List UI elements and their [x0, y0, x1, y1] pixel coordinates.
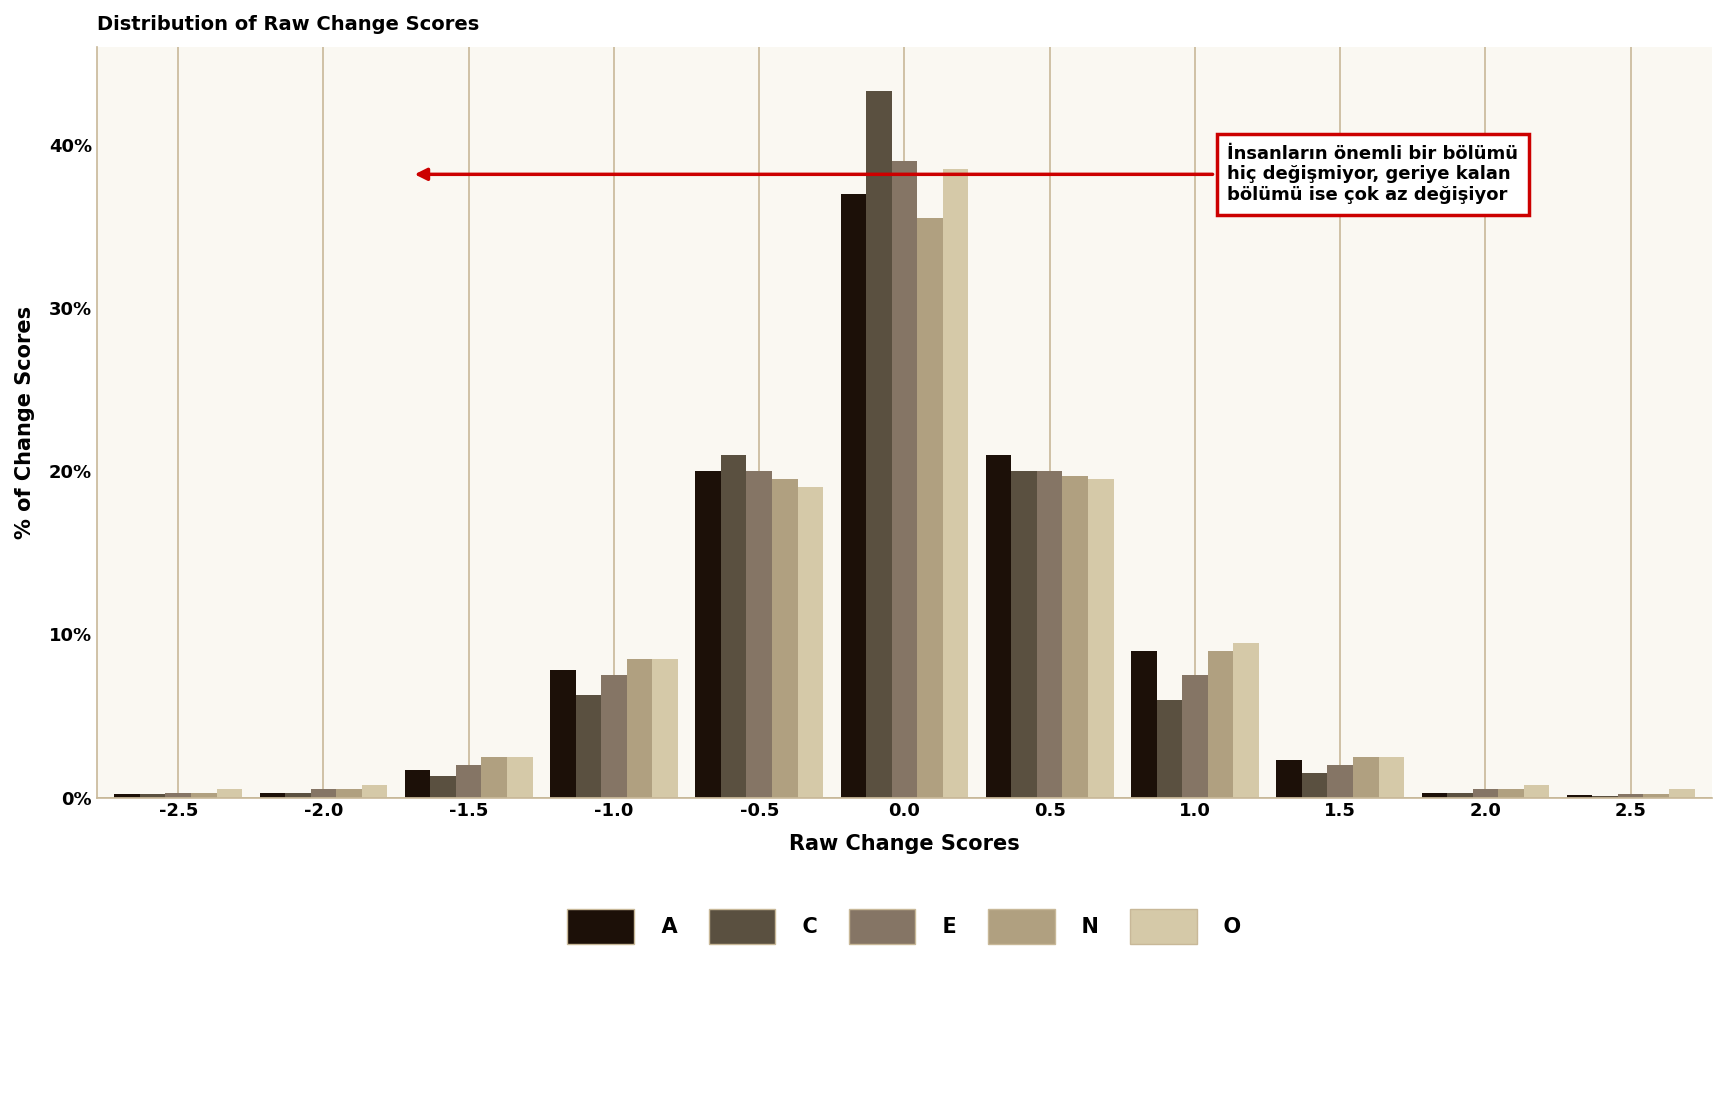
Bar: [482, 757, 508, 797]
Bar: [1644, 794, 1668, 797]
Bar: [1523, 785, 1549, 797]
Bar: [430, 776, 456, 797]
Bar: [653, 659, 679, 797]
Bar: [216, 789, 242, 797]
Bar: [1447, 793, 1473, 797]
Bar: [508, 757, 532, 797]
Bar: [627, 659, 653, 797]
Bar: [259, 793, 285, 797]
Bar: [337, 789, 361, 797]
Bar: [361, 785, 387, 797]
Text: İnsanların önemli bir bölümü
hiç değişmiyor, geriye kalan
bölümü ise çok az deği: İnsanların önemli bir bölümü hiç değişmi…: [418, 145, 1518, 204]
Bar: [1062, 477, 1088, 797]
Bar: [696, 471, 720, 797]
Bar: [917, 219, 943, 797]
Bar: [1328, 765, 1352, 797]
Bar: [601, 675, 627, 797]
Bar: [1207, 651, 1233, 797]
Bar: [772, 480, 798, 797]
Bar: [1012, 471, 1036, 797]
Bar: [1566, 795, 1592, 797]
Bar: [1302, 773, 1328, 797]
Bar: [1592, 796, 1618, 797]
Bar: [114, 794, 140, 797]
Bar: [1421, 793, 1447, 797]
Bar: [1618, 794, 1644, 797]
Bar: [746, 471, 772, 797]
Bar: [891, 161, 917, 797]
Legend:   A,   C,   E,   N,   O: A, C, E, N, O: [560, 900, 1250, 952]
Bar: [1352, 757, 1378, 797]
Bar: [549, 670, 575, 797]
Bar: [1233, 642, 1259, 797]
Bar: [311, 789, 337, 797]
Y-axis label: % of Change Scores: % of Change Scores: [16, 305, 35, 539]
Bar: [867, 91, 891, 797]
Bar: [798, 488, 824, 797]
Bar: [1036, 471, 1062, 797]
Bar: [986, 455, 1012, 797]
Bar: [943, 169, 969, 797]
Bar: [575, 695, 601, 797]
Bar: [1183, 675, 1207, 797]
Bar: [841, 193, 867, 797]
Bar: [456, 765, 482, 797]
Bar: [192, 793, 216, 797]
Bar: [1131, 651, 1157, 797]
Bar: [404, 770, 430, 797]
Bar: [285, 793, 311, 797]
Text: Distribution of Raw Change Scores: Distribution of Raw Change Scores: [97, 15, 478, 34]
Bar: [720, 455, 746, 797]
Bar: [1276, 760, 1302, 797]
Bar: [1473, 789, 1499, 797]
Bar: [1499, 789, 1523, 797]
Bar: [1088, 480, 1114, 797]
X-axis label: Raw Change Scores: Raw Change Scores: [789, 834, 1021, 854]
Bar: [1157, 699, 1183, 797]
Bar: [140, 794, 166, 797]
Bar: [1378, 757, 1404, 797]
Bar: [166, 793, 192, 797]
Bar: [1668, 789, 1694, 797]
